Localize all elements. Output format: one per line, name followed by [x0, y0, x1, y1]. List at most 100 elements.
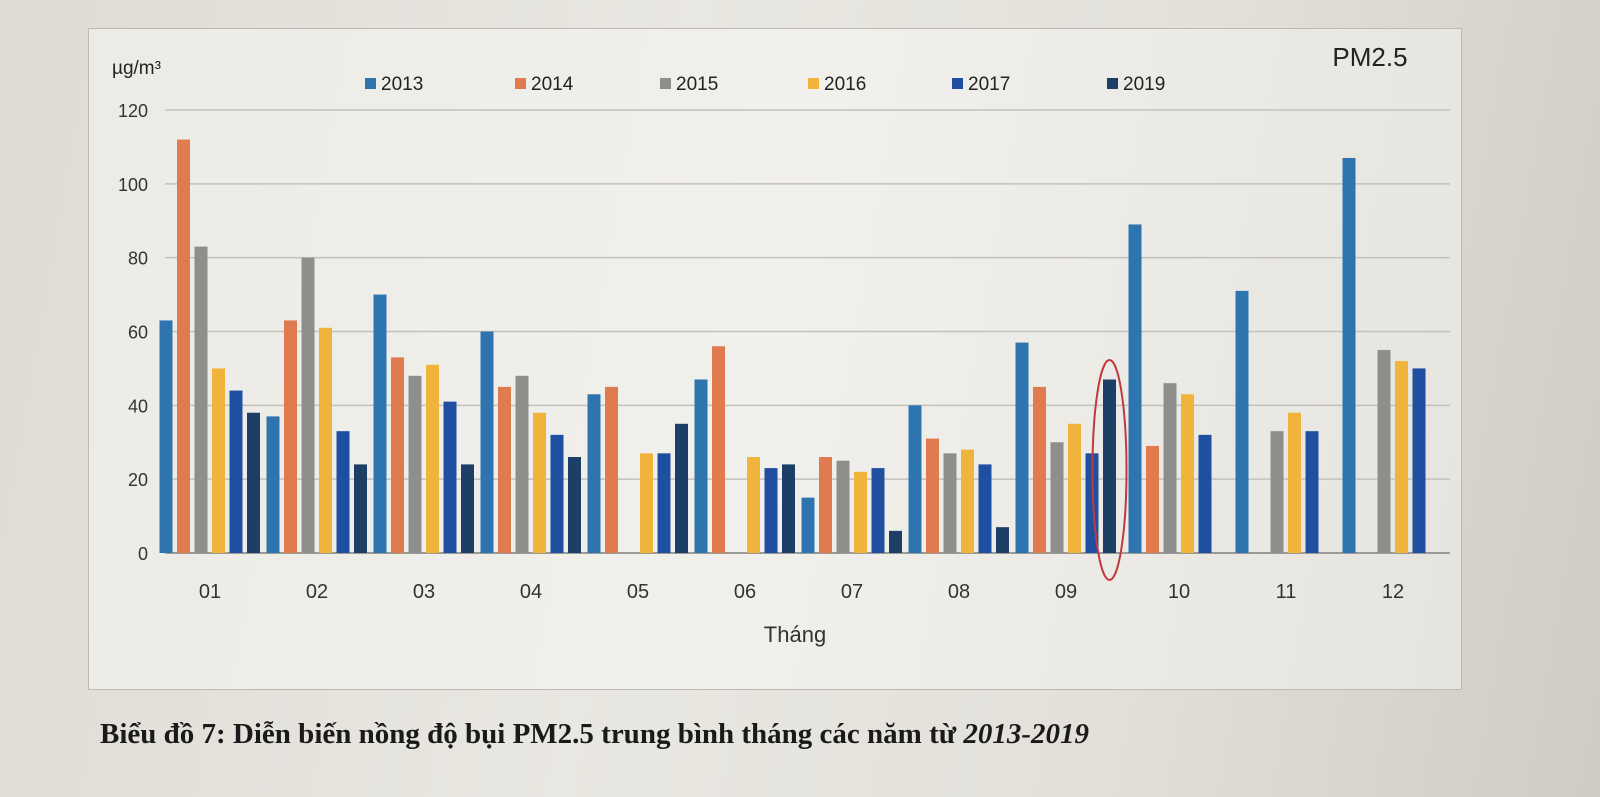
x-tick-label: 05 — [627, 581, 649, 603]
bar-2019-02 — [354, 464, 367, 553]
legend-label: 2014 — [531, 74, 574, 95]
bar-2013-11 — [1235, 290, 1249, 553]
bar-2017-07 — [871, 468, 885, 553]
bar-2013-04 — [480, 331, 494, 553]
bar-2013-07 — [801, 497, 815, 553]
x-tick-label: 08 — [948, 581, 970, 603]
legend-swatch — [952, 78, 963, 89]
y-axis-label: µg/m³ — [112, 58, 161, 79]
bar-2015-09 — [1050, 442, 1064, 553]
bar-2017-11 — [1305, 431, 1319, 553]
bar-2014-09 — [1033, 386, 1046, 553]
legend-swatch — [365, 78, 376, 89]
bar-2019-06 — [782, 464, 795, 553]
bar-2015-02 — [301, 257, 315, 553]
bar-2013-02 — [266, 416, 280, 553]
bar-2017-08 — [978, 464, 992, 553]
legend-label: 2016 — [824, 74, 866, 95]
bar-2015-10 — [1163, 383, 1177, 553]
x-tick-label: 03 — [413, 581, 435, 603]
x-tick-label: 04 — [520, 581, 542, 603]
bar-2017-05 — [657, 453, 671, 553]
bar-2016-04 — [533, 412, 546, 553]
legend-swatch — [808, 78, 819, 89]
bar-2016-01 — [212, 368, 225, 553]
x-tick-label: 11 — [1276, 581, 1297, 603]
bar-2016-06 — [747, 457, 760, 553]
x-tick-label: 07 — [841, 581, 863, 603]
bar-2013-05 — [587, 394, 601, 553]
figure-caption: Biểu đồ 7: Diễn biến nồng độ bụi PM2.5 t… — [100, 718, 1089, 751]
y-tick-label: 80 — [128, 249, 148, 269]
bar-2016-02 — [319, 327, 332, 553]
bar-2014-05 — [605, 386, 618, 553]
legend-swatch — [515, 78, 526, 89]
legend-label: 2019 — [1123, 74, 1165, 95]
bar-2015-11 — [1270, 431, 1284, 553]
bar-2017-01 — [229, 390, 243, 553]
bar-2014-04 — [498, 386, 511, 553]
x-tick-label: 12 — [1382, 581, 1404, 603]
bar-2017-04 — [550, 434, 564, 553]
legend-label: 2013 — [381, 74, 423, 95]
bar-2013-10 — [1128, 224, 1142, 554]
bar-2017-12 — [1412, 368, 1426, 553]
legend-swatch — [660, 78, 671, 89]
bar-2017-03 — [443, 401, 457, 553]
bar-2013-06 — [694, 379, 708, 553]
y-tick-label: 120 — [118, 101, 148, 121]
bar-2014-08 — [926, 438, 939, 553]
bar-2016-10 — [1181, 394, 1194, 553]
bar-2019-07 — [889, 530, 902, 553]
x-tick-label: 06 — [734, 581, 756, 603]
chart-frame — [88, 28, 1462, 690]
bar-2019-05 — [675, 423, 688, 553]
caption-range: 2013-2019 — [963, 718, 1090, 750]
bar-2014-06 — [712, 346, 725, 553]
bar-2019-09 — [1103, 379, 1116, 553]
bar-2016-07 — [854, 471, 867, 553]
bar-2013-01 — [159, 320, 173, 553]
bar-2016-09 — [1068, 423, 1081, 553]
bar-2016-05 — [640, 453, 653, 553]
bar-2019-04 — [568, 457, 581, 553]
x-axis-label: Tháng — [764, 622, 826, 647]
bar-2015-04 — [515, 375, 529, 553]
legend-label: 2015 — [676, 74, 718, 95]
bar-2013-12 — [1342, 157, 1356, 553]
bar-2013-09 — [1015, 342, 1029, 553]
highlight-ellipse — [1091, 359, 1128, 581]
bar-2017-10 — [1198, 434, 1212, 553]
x-tick-label: 09 — [1055, 581, 1077, 603]
y-tick-label: 20 — [128, 470, 148, 490]
bar-2017-02 — [336, 431, 350, 553]
bar-2014-07 — [819, 457, 832, 553]
bar-2016-03 — [426, 364, 439, 553]
y-tick-label: 100 — [118, 175, 148, 195]
bar-2014-10 — [1146, 445, 1159, 553]
y-tick-label: 0 — [138, 544, 148, 564]
y-tick-label: 40 — [128, 396, 148, 416]
bar-2015-03 — [408, 375, 422, 553]
bar-2013-03 — [373, 294, 387, 553]
y-tick-label: 60 — [128, 323, 148, 343]
bar-2019-01 — [247, 412, 260, 553]
x-tick-label: 01 — [199, 581, 221, 603]
legend-label: 2017 — [968, 74, 1010, 95]
bar-2016-08 — [961, 449, 974, 553]
bar-2016-11 — [1288, 412, 1301, 553]
x-tick-label: 02 — [306, 581, 328, 603]
bar-2014-01 — [177, 139, 190, 554]
caption-text: Biểu đồ 7: Diễn biến nồng độ bụi PM2.5 t… — [100, 718, 964, 750]
bar-2014-02 — [284, 320, 297, 553]
bar-2015-12 — [1377, 349, 1391, 553]
bar-2016-12 — [1395, 361, 1408, 553]
bar-2019-08 — [996, 527, 1009, 553]
bar-2013-08 — [908, 405, 922, 553]
x-tick-label: 10 — [1168, 581, 1190, 603]
legend-swatch — [1107, 78, 1118, 89]
bar-2015-07 — [836, 460, 850, 553]
bar-2015-08 — [943, 453, 957, 553]
chart-title: PM2.5 — [1332, 42, 1407, 72]
